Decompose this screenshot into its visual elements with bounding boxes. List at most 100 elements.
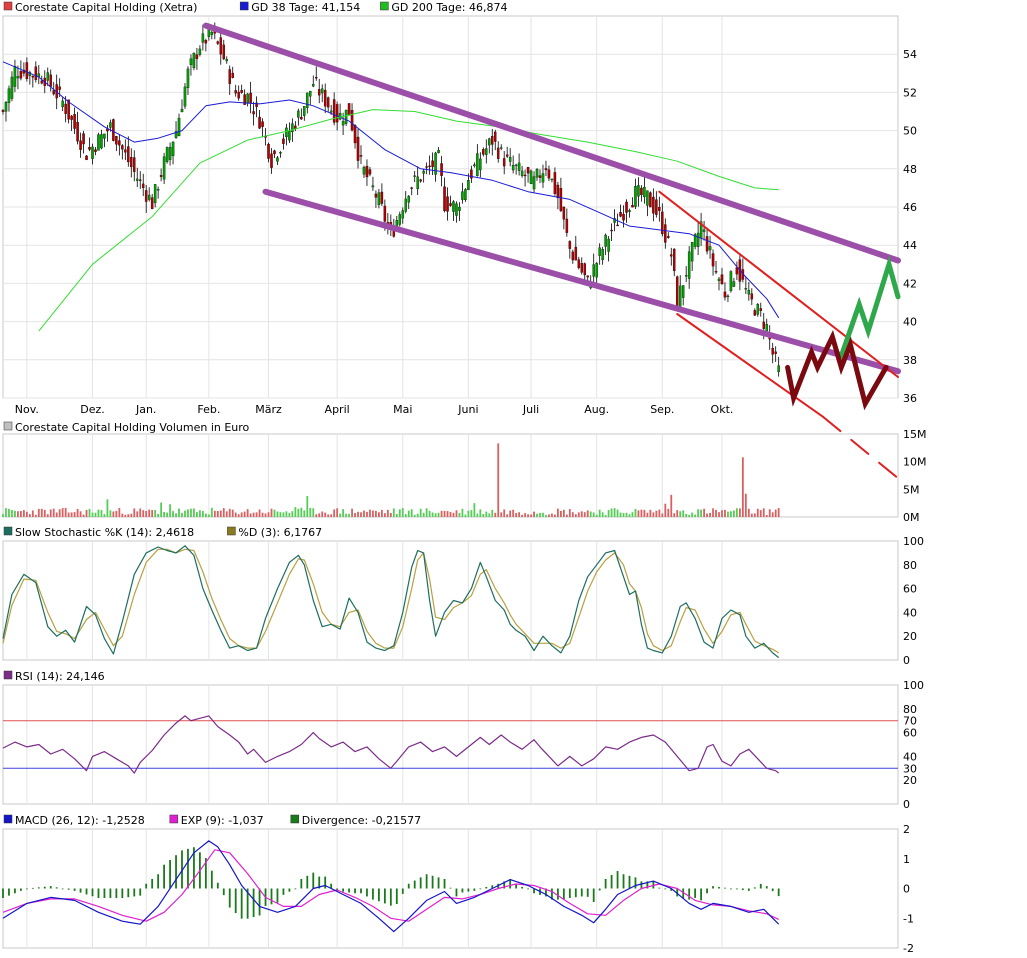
price-axis-tick: 38 <box>903 354 917 367</box>
volume-bar <box>342 509 344 517</box>
candle-body <box>323 89 327 107</box>
stoch-axis-tick: 20 <box>903 630 917 643</box>
candle-body <box>246 93 249 104</box>
candle-body <box>678 285 682 308</box>
month-tick: März <box>255 403 282 416</box>
divergence-bar <box>503 881 506 889</box>
volume-panel-frame <box>2 433 899 518</box>
divergence-bar <box>449 887 452 889</box>
volume-bar <box>300 507 303 517</box>
stoch-axis-tick: 40 <box>903 606 917 619</box>
candle-body <box>714 271 718 273</box>
candle-body <box>765 324 768 332</box>
candle-body <box>144 190 148 202</box>
volume-bar <box>649 509 652 517</box>
price-legend-swatch <box>380 1 389 11</box>
volume-bar <box>318 513 321 517</box>
volume-bar <box>199 510 201 517</box>
candle-body <box>732 281 736 287</box>
volume-bar <box>139 508 142 517</box>
candle-body <box>556 184 560 199</box>
volume-bar <box>724 509 726 517</box>
divergence-bar <box>551 888 553 900</box>
candle-body <box>610 229 613 232</box>
candle-body <box>326 97 330 108</box>
macd-line <box>2 840 780 933</box>
candle-body <box>649 192 652 208</box>
price-legend-swatch <box>3 1 13 11</box>
divergence-bar <box>324 876 327 889</box>
candle-body <box>121 145 124 150</box>
volume-bar <box>127 514 130 517</box>
candle-body <box>341 121 345 126</box>
volume-bar <box>768 509 771 517</box>
divergence-bar <box>491 885 494 889</box>
volume-bar <box>685 513 688 517</box>
divergence-bar <box>455 888 458 897</box>
candle-body <box>711 253 715 267</box>
candle-body <box>85 155 88 160</box>
candle-body <box>696 232 700 248</box>
divergence-bar <box>151 878 154 889</box>
divergence-bar <box>175 855 177 889</box>
macd-axis-tick: 2 <box>903 823 910 836</box>
volume-bar <box>267 512 270 517</box>
volume-bar <box>240 512 243 517</box>
candle-body <box>76 121 79 142</box>
volume-bar <box>70 512 73 517</box>
candle-body <box>598 247 601 256</box>
divergence-bar <box>604 878 607 889</box>
volume-bar <box>76 508 79 517</box>
candle-body <box>723 291 727 298</box>
volume-bar <box>360 512 362 517</box>
volume-bar <box>160 502 163 517</box>
volume-bar <box>213 510 216 517</box>
divergence-bar <box>67 888 70 890</box>
divergence-bar <box>557 888 559 900</box>
volume-bar <box>488 513 491 517</box>
candle-body <box>165 147 169 162</box>
candle-body <box>413 175 416 177</box>
volume-bar <box>389 512 392 517</box>
volume-bar <box>637 510 640 517</box>
volume-bar <box>443 510 446 517</box>
volume-bar <box>14 510 16 517</box>
candle-body <box>485 148 488 155</box>
volume-bar <box>294 507 297 517</box>
candle-body <box>631 205 634 208</box>
volume-bar <box>231 509 234 517</box>
candle-body <box>664 224 667 243</box>
divergence-bar <box>169 859 171 889</box>
volume-bar <box>703 508 705 517</box>
volume-bar <box>154 509 157 517</box>
volume-bar <box>512 509 515 517</box>
divergence-bar <box>228 888 231 908</box>
macd-axis-tick: -1 <box>903 912 914 925</box>
candle-body <box>479 158 482 171</box>
volume-bar <box>542 512 544 517</box>
volume-bar <box>634 508 637 517</box>
volume-bar <box>17 511 19 517</box>
volume-bar <box>694 514 697 517</box>
divergence-bar <box>545 888 547 897</box>
volume-bar <box>756 508 759 517</box>
candle-body <box>314 76 318 79</box>
candle-body <box>684 275 688 277</box>
divergence-bar <box>157 874 160 889</box>
month-tick: Feb. <box>197 403 220 416</box>
candle-body <box>177 117 181 137</box>
stoch-axis-tick: 60 <box>903 583 917 596</box>
divergence-bar <box>187 848 189 889</box>
divergence-bar <box>270 888 273 905</box>
volume-bar <box>175 513 177 517</box>
candle-body <box>625 201 628 213</box>
candle-body <box>461 191 464 200</box>
volume-bar <box>446 511 449 517</box>
volume-bar <box>744 493 747 517</box>
volume-bar <box>503 509 506 517</box>
candle-body <box>252 111 255 115</box>
candle-body <box>520 170 524 176</box>
rsi-axis-tick: 60 <box>903 727 917 740</box>
divergence-bar <box>640 881 643 889</box>
divergence-bar <box>473 888 476 891</box>
